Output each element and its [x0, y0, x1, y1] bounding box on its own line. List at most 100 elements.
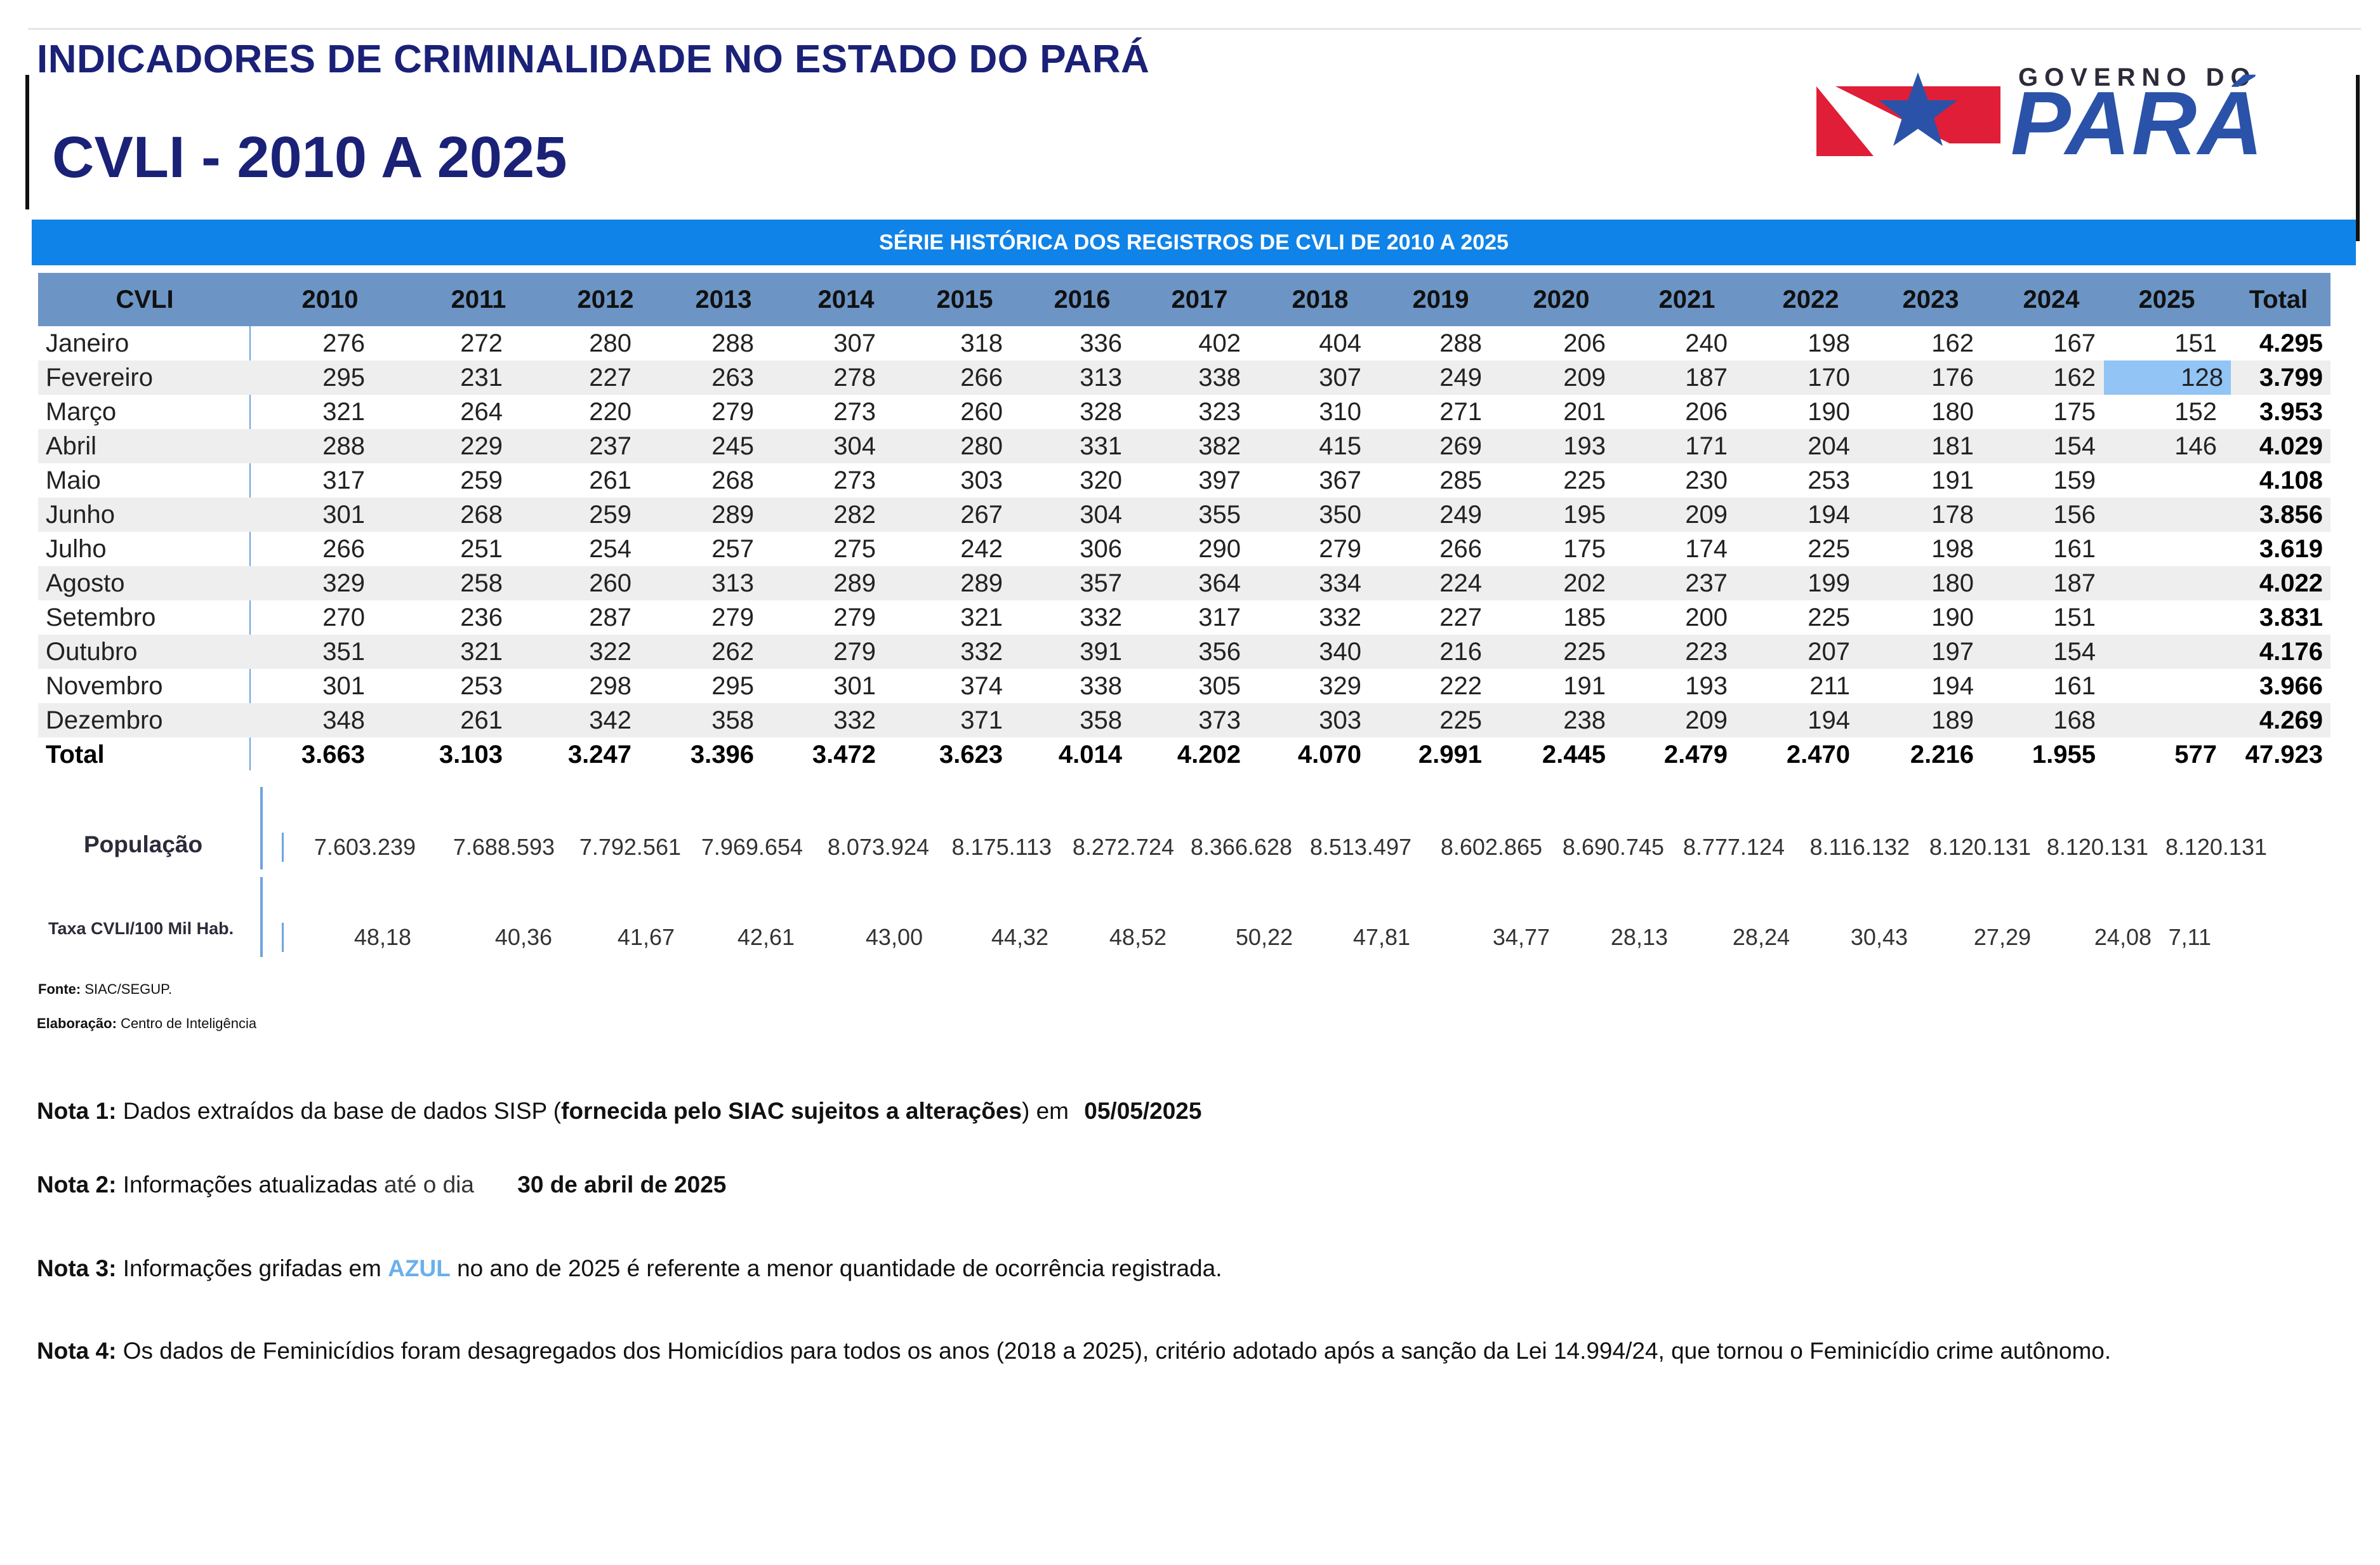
value-cell: 306: [1080, 535, 1122, 563]
elaboration-label: Elaboração:: [37, 1015, 117, 1031]
value-cell: 206: [1563, 329, 1606, 357]
value-cell: 154: [2053, 432, 2096, 460]
value-cell: 189: [1931, 706, 1974, 734]
note-1-text-b: fornecida pelo SIAC sujeitos a alteraçõe…: [561, 1098, 1022, 1124]
rate-value: 43,00: [865, 924, 923, 950]
value-cell: 357: [1080, 569, 1122, 597]
value-cell: 194: [1808, 501, 1850, 529]
value-cell: 287: [589, 604, 631, 631]
value-cell: 260: [960, 398, 1003, 426]
rate-value: 42,61: [737, 924, 795, 950]
value-cell: 266: [960, 364, 1003, 392]
value-cell: 336: [1080, 329, 1122, 357]
value-cell: 279: [711, 398, 754, 426]
note-1: Nota 1: Dados extraídos da base de dados…: [37, 1098, 1201, 1125]
value-cell: 351: [322, 638, 365, 666]
note-4-text: Os dados de Feminicídios foram desagrega…: [122, 1338, 2112, 1364]
population-value: 8.120.131: [2165, 834, 2267, 860]
value-cell: 245: [711, 432, 754, 460]
value-cell: 332: [1080, 604, 1122, 631]
value-cell: 288: [322, 432, 365, 460]
population-value: 8.120.131: [1929, 834, 2031, 860]
value-cell: 382: [1198, 432, 1241, 460]
row-total-cell: 4.176: [2259, 638, 2323, 666]
value-cell: 342: [589, 706, 631, 734]
value-cell: 280: [960, 432, 1003, 460]
value-cell: 198: [1808, 329, 1850, 357]
value-cell: 374: [960, 672, 1003, 700]
value-cell: 2.479: [1663, 741, 1728, 769]
value-cell: 222: [1439, 672, 1482, 700]
value-cell: 161: [2053, 672, 2096, 700]
population-label: População: [84, 831, 203, 857]
table-row: Maio 317 259 261 268 273 303 320 397 367 285 225 230…: [38, 463, 2330, 498]
note-1-label: Nota 1:: [37, 1098, 117, 1124]
population-value: 8.777.124: [1683, 834, 1785, 860]
value-cell: 321: [460, 638, 503, 666]
value-cell: 328: [1080, 398, 1122, 426]
value-cell: 307: [1319, 364, 1361, 392]
value-cell: 367: [1319, 466, 1361, 494]
value-cell: 253: [1808, 466, 1850, 494]
rate-label: Taxa CVLI/100 Mil Hab.: [48, 919, 234, 938]
governo-para-logo: GOVERNO DO PARÁ: [1816, 61, 2263, 169]
note-4-label: Nota 4:: [37, 1338, 117, 1364]
value-cell: 171: [1685, 432, 1728, 460]
rate-value: 40,36: [494, 924, 552, 950]
rate-value: 28,13: [1610, 924, 1668, 950]
rate-value: 24,08: [2094, 924, 2152, 950]
value-cell: 211: [1809, 672, 1850, 700]
value-cell: 146: [2174, 432, 2217, 460]
row-total-cell: 3.953: [2259, 398, 2323, 426]
value-cell: 289: [833, 569, 876, 597]
population-value: 8.120.131: [2046, 834, 2148, 860]
elaboration-value: Centro de Inteligência: [121, 1015, 257, 1031]
population-bar: [260, 787, 263, 869]
value-cell: 303: [960, 466, 1003, 494]
value-cell: 279: [833, 638, 876, 666]
value-cell: 364: [1198, 569, 1241, 597]
value-cell: 251: [460, 535, 503, 563]
value-cell: 220: [589, 398, 631, 426]
population-value: 8.366.628: [1190, 834, 1292, 860]
population-value: 8.073.924: [827, 834, 929, 860]
page-subtitle: CVLI - 2010 A 2025: [52, 125, 567, 190]
value-cell: 224: [1439, 569, 1482, 597]
value-cell: 301: [322, 501, 365, 529]
value-cell: 268: [711, 466, 754, 494]
rate-value: 7,11: [2168, 924, 2211, 950]
row-total-cell: 4.029: [2259, 432, 2323, 460]
note-2: Nota 2: Informações atualizadas até o di…: [37, 1172, 726, 1198]
value-cell: 264: [460, 398, 503, 426]
table-row: Abril 288 229 237 245 304 280 331 382 415 269 193 17…: [38, 429, 2330, 463]
row-total-cell: 3.966: [2259, 672, 2323, 700]
table-row: Agosto 329 258 260 313 289 289 357 364 334 224 202 2…: [38, 566, 2330, 600]
population-value: 8.272.724: [1072, 834, 1174, 860]
value-cell: 404: [1319, 329, 1361, 357]
value-cell: 201: [1563, 398, 1606, 426]
value-cell: 304: [1080, 501, 1122, 529]
value-cell: 152: [2174, 398, 2217, 426]
column-header-year: 2014: [817, 286, 875, 314]
value-cell: 322: [589, 638, 631, 666]
value-cell: 310: [1319, 398, 1361, 426]
month-label: Janeiro: [46, 329, 129, 357]
value-cell: 168: [2053, 706, 2096, 734]
population-value: 8.175.113: [951, 834, 1052, 860]
table-total-row: Total 3.663 3.103 3.247 3.396 3.472 3.623 4.014…: [38, 737, 2330, 772]
note-1-text-a: Dados extraídos da base de dados SISP (: [122, 1098, 562, 1124]
value-cell: 305: [1198, 672, 1241, 700]
value-cell: 268: [460, 501, 503, 529]
value-cell: 187: [2053, 569, 2096, 597]
value-cell: 282: [833, 501, 876, 529]
value-cell: 350: [1319, 501, 1361, 529]
population-value: 7.792.561: [579, 834, 681, 860]
column-header-year: 2019: [1412, 286, 1469, 314]
value-cell: 259: [589, 501, 631, 529]
column-header-year: 2010: [301, 286, 359, 314]
value-cell: 202: [1563, 569, 1606, 597]
label-column-divider: [249, 326, 251, 770]
value-cell: 194: [1808, 706, 1850, 734]
month-label: Outubro: [46, 638, 138, 666]
value-cell: 238: [1563, 706, 1606, 734]
